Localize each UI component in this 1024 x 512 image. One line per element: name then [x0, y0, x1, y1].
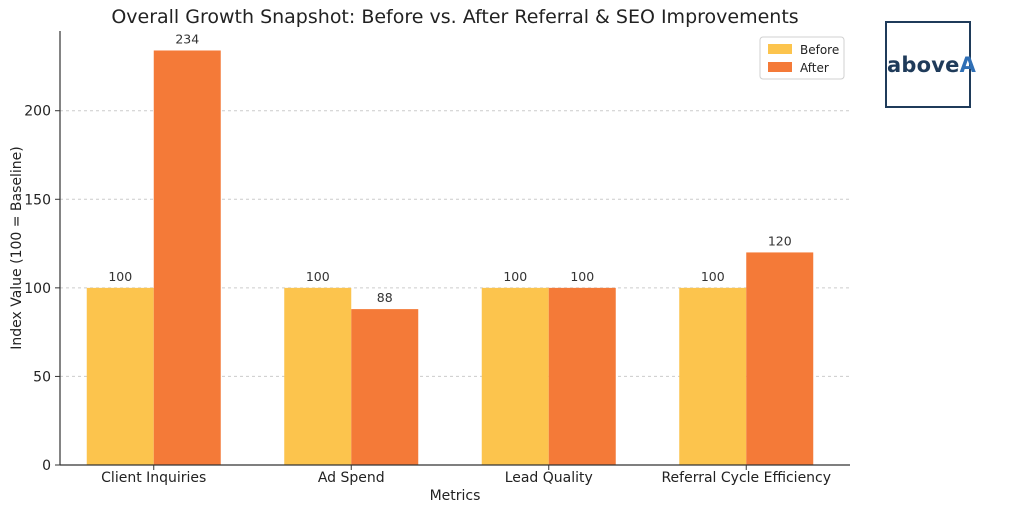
bar-after — [746, 252, 814, 465]
bar-before — [86, 287, 154, 465]
data-label: 100 — [701, 269, 725, 284]
chart-title: Overall Growth Snapshot: Before vs. Afte… — [111, 6, 798, 28]
logo-text: aboveA — [887, 53, 976, 77]
y-tick-label: 50 — [33, 369, 51, 385]
x-axis-label: Metrics — [430, 488, 481, 504]
y-tick-label: 100 — [24, 281, 51, 297]
y-tick-label: 200 — [24, 104, 51, 120]
data-label: 100 — [108, 269, 132, 284]
bar-after — [153, 50, 221, 465]
logo-text-accent: A — [959, 53, 977, 77]
y-tick-label: 0 — [42, 458, 51, 474]
x-tick-label: Client Inquiries — [101, 470, 206, 486]
data-label: 100 — [306, 269, 330, 284]
logo: aboveA — [885, 21, 976, 108]
data-label: 100 — [503, 269, 527, 284]
bar-after — [351, 309, 419, 465]
x-tick-label: Lead Quality — [505, 470, 593, 486]
bar-after — [548, 287, 616, 465]
legend-label-after: After — [800, 61, 829, 75]
x-tick-label: Referral Cycle Efficiency — [661, 470, 831, 486]
y-tick-label: 150 — [24, 192, 51, 208]
bar-before — [679, 287, 747, 465]
y-axis-label: Index Value (100 = Baseline) — [9, 146, 25, 350]
legend-label-before: Before — [800, 43, 839, 57]
data-label: 234 — [175, 31, 199, 46]
logo-text-main: above — [887, 53, 960, 77]
bar-before — [481, 287, 549, 465]
legend-swatch-before — [768, 44, 792, 54]
data-label: 120 — [768, 233, 792, 248]
data-label: 88 — [377, 290, 393, 305]
bar-before — [284, 287, 352, 465]
data-label: 100 — [570, 269, 594, 284]
x-tick-label: Ad Spend — [318, 470, 385, 486]
legend-swatch-after — [768, 62, 792, 72]
